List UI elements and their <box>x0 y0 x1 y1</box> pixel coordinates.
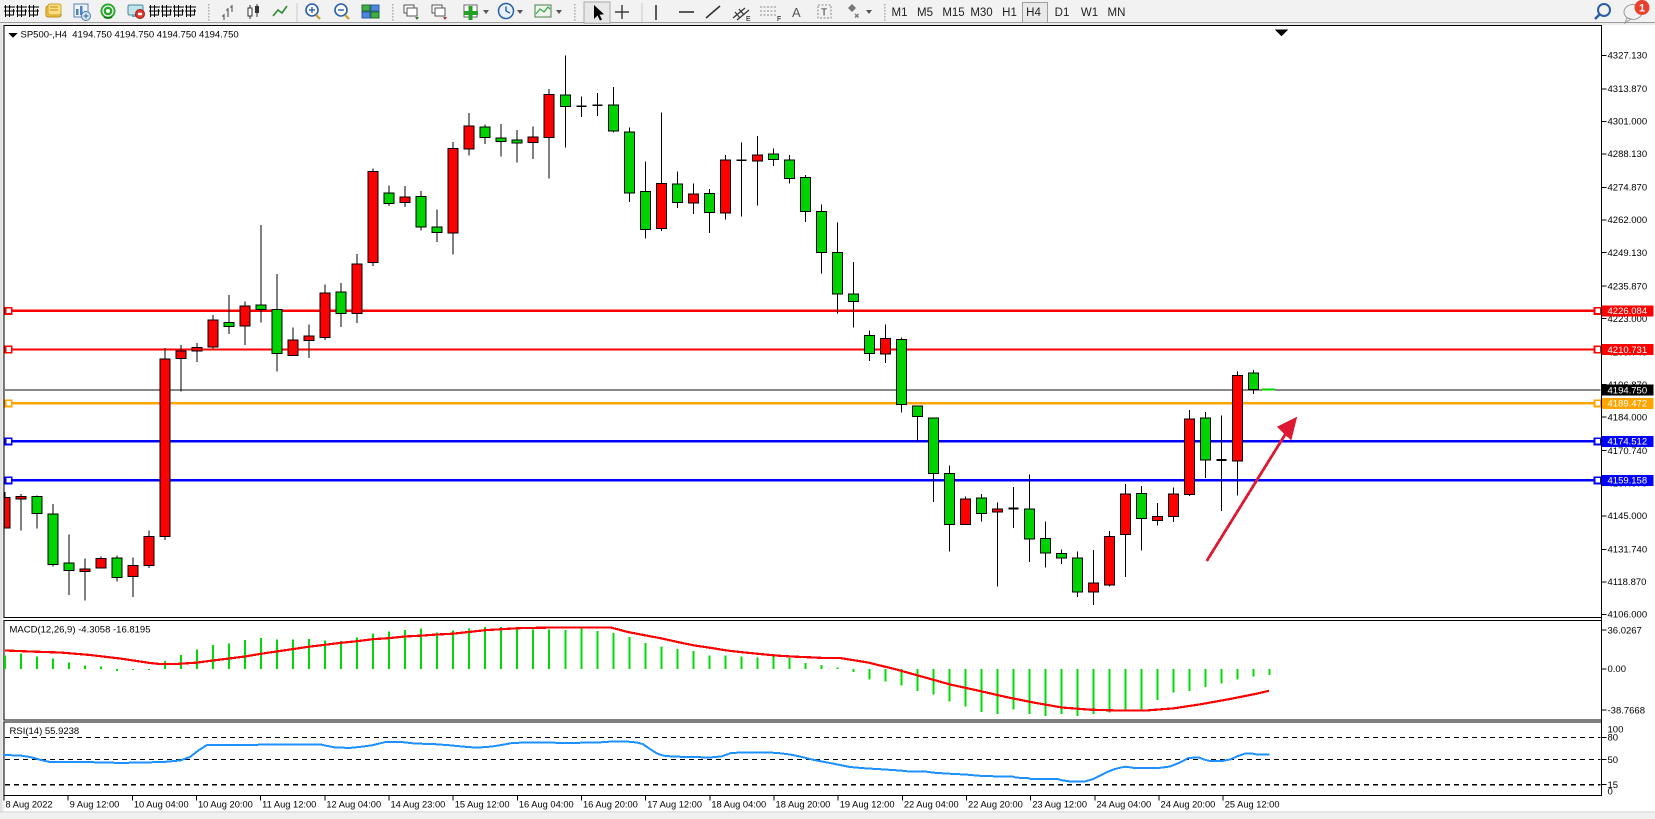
svg-text:4118.870: 4118.870 <box>1608 577 1647 588</box>
svg-text:36.0267: 36.0267 <box>1608 625 1642 636</box>
svg-text:4145.000: 4145.000 <box>1608 511 1648 522</box>
svg-text:D1: D1 <box>1055 7 1070 19</box>
svg-text:18 Aug 04:00: 18 Aug 04:00 <box>711 800 766 810</box>
svg-text:16 Aug 20:00: 16 Aug 20:00 <box>583 800 638 810</box>
svg-text:4249.130: 4249.130 <box>1608 248 1648 259</box>
svg-text:A: A <box>792 5 801 20</box>
svg-text:4170.740: 4170.740 <box>1608 446 1648 457</box>
svg-text:10 Aug 20:00: 10 Aug 20:00 <box>198 800 253 810</box>
svg-text:100: 100 <box>1608 724 1624 735</box>
svg-text:4189.472: 4189.472 <box>1608 399 1648 410</box>
svg-text:4274.870: 4274.870 <box>1608 183 1648 194</box>
svg-text:M30: M30 <box>970 7 992 19</box>
svg-text:0: 0 <box>1608 786 1613 797</box>
svg-text:15 Aug 12:00: 15 Aug 12:00 <box>455 800 510 810</box>
svg-text:4223.000: 4223.000 <box>1608 314 1648 325</box>
svg-text:10 Aug 04:00: 10 Aug 04:00 <box>134 800 189 810</box>
svg-text:23 Aug 12:00: 23 Aug 12:00 <box>1032 800 1087 810</box>
svg-text:22 Aug 04:00: 22 Aug 04:00 <box>904 800 959 810</box>
svg-text:4313.870: 4313.870 <box>1608 84 1648 95</box>
svg-text:H1: H1 <box>1002 7 1017 19</box>
svg-text:4226.084: 4226.084 <box>1608 306 1648 317</box>
svg-text:M1: M1 <box>892 7 908 19</box>
svg-text:4235.870: 4235.870 <box>1608 281 1648 292</box>
svg-text:14 Aug 23:00: 14 Aug 23:00 <box>391 800 446 810</box>
svg-text:11 Aug 12:00: 11 Aug 12:00 <box>262 800 316 810</box>
svg-text:22 Aug 20:00: 22 Aug 20:00 <box>968 800 1023 810</box>
svg-text:MACD(12,26,9) -4.3058 -16.8195: MACD(12,26,9) -4.3058 -16.8195 <box>10 625 151 636</box>
svg-text:M15: M15 <box>942 7 964 19</box>
svg-text:24 Aug 20:00: 24 Aug 20:00 <box>1161 800 1216 810</box>
svg-text:4131.740: 4131.740 <box>1608 545 1648 556</box>
svg-text:80: 80 <box>1608 733 1619 744</box>
svg-text:15: 15 <box>1608 780 1619 791</box>
svg-text:50: 50 <box>1608 755 1619 766</box>
svg-text:4184.000: 4184.000 <box>1608 413 1648 424</box>
svg-text:19 Aug 12:00: 19 Aug 12:00 <box>840 800 895 810</box>
svg-text:-38.7668: -38.7668 <box>1608 705 1646 716</box>
svg-text:4288.130: 4288.130 <box>1608 149 1648 160</box>
svg-text:RSI(14) 55.9238: RSI(14) 55.9238 <box>10 726 80 737</box>
svg-text:W1: W1 <box>1081 7 1098 19</box>
svg-text:T: T <box>821 8 827 19</box>
svg-text:0.00: 0.00 <box>1608 664 1627 675</box>
svg-text:4327.130: 4327.130 <box>1608 51 1648 62</box>
svg-text:MN: MN <box>1108 7 1126 19</box>
svg-text:SP500-,H4 4194.750 4194.750 4: SP500-,H4 4194.750 4194.750 4194.750 419… <box>21 30 239 41</box>
svg-text:M5: M5 <box>917 7 933 19</box>
svg-text:4262.000: 4262.000 <box>1608 215 1648 226</box>
svg-text:4159.158: 4159.158 <box>1608 476 1648 487</box>
svg-text:4194.750: 4194.750 <box>1608 385 1648 396</box>
svg-text:12 Aug 04:00: 12 Aug 04:00 <box>326 800 381 810</box>
svg-text:4210.731: 4210.731 <box>1608 345 1648 356</box>
svg-text:25 Aug 12:00: 25 Aug 12:00 <box>1225 800 1280 810</box>
svg-text:E: E <box>746 16 751 23</box>
svg-text:18 Aug 20:00: 18 Aug 20:00 <box>776 800 831 810</box>
svg-text:4174.512: 4174.512 <box>1608 437 1648 448</box>
svg-text:24 Aug 04:00: 24 Aug 04:00 <box>1096 800 1151 810</box>
svg-text:8 Aug 2022: 8 Aug 2022 <box>6 800 53 810</box>
svg-text:4301.000: 4301.000 <box>1608 117 1648 128</box>
svg-text:16 Aug 04:00: 16 Aug 04:00 <box>519 800 574 810</box>
svg-text:17 Aug 12:00: 17 Aug 12:00 <box>647 800 702 810</box>
svg-text:9 Aug 12:00: 9 Aug 12:00 <box>70 800 120 810</box>
svg-text:F: F <box>777 16 781 23</box>
svg-text:H4: H4 <box>1026 7 1041 19</box>
svg-text:1: 1 <box>1639 3 1645 15</box>
svg-text:4106.000: 4106.000 <box>1608 610 1648 621</box>
